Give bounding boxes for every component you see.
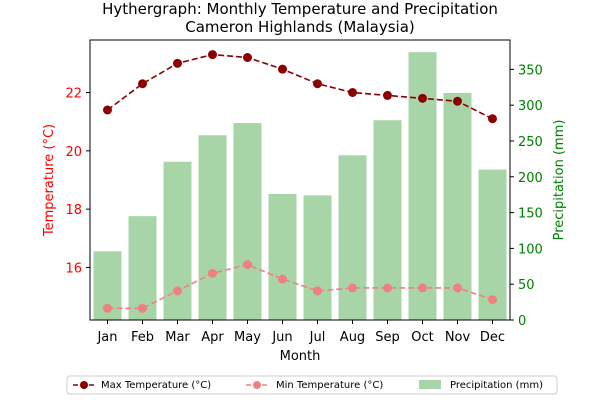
precip-bar-may bbox=[233, 123, 262, 320]
x-tick-label-jan: Jan bbox=[96, 330, 117, 345]
max-temp-point-oct bbox=[418, 93, 427, 103]
precip-bar-feb bbox=[128, 216, 157, 320]
x-axis: Jan Feb Mar Apr May Jun Jul Aug Sep Oct Nov Dec bbox=[96, 320, 505, 345]
x-tick-label-jun: Jun bbox=[271, 330, 292, 345]
legend-max-marker bbox=[80, 381, 88, 389]
min-temp-point-aug bbox=[348, 283, 357, 293]
max-temp-point-sep bbox=[383, 90, 392, 100]
min-temp-line bbox=[107, 263, 493, 310]
y-axis-right-label: Precipitation (mm) bbox=[552, 120, 567, 241]
max-temp-point-apr bbox=[208, 50, 217, 60]
max-temp-point-aug bbox=[348, 88, 357, 97]
y-right-tick-label-200: 200 bbox=[518, 171, 543, 186]
precip-bar-apr bbox=[198, 135, 227, 320]
x-tick-label-mar: Mar bbox=[165, 330, 190, 345]
min-temp-point-sep bbox=[383, 283, 392, 293]
max-temp-point-may bbox=[243, 53, 252, 62]
x-tick-label-may: May bbox=[234, 330, 261, 345]
precip-bar-dec bbox=[478, 169, 507, 320]
precip-bar-oct bbox=[408, 52, 437, 320]
max-temp-point-nov bbox=[453, 96, 462, 106]
x-tick-label-oct: Oct bbox=[411, 330, 433, 345]
y-right-tick-label-100: 100 bbox=[518, 242, 543, 257]
y-left-tick-label-22: 22 bbox=[65, 87, 82, 102]
min-temp-point-oct bbox=[418, 283, 427, 293]
legend-min-marker bbox=[253, 381, 261, 389]
max-temp-point-jul bbox=[313, 79, 322, 89]
temperature-lines bbox=[103, 50, 497, 313]
max-temp-point-dec bbox=[488, 114, 497, 124]
legend: Max Temperature (°C) Min Temperature (°C… bbox=[66, 375, 558, 395]
chart-title-line-2: Cameron Highlands (Malaysia) bbox=[185, 18, 415, 36]
precip-bar-aug bbox=[338, 155, 367, 320]
min-temp-point-jul bbox=[313, 286, 322, 296]
y-left-tick-label-20: 20 bbox=[65, 145, 82, 160]
legend-precip-swatch bbox=[419, 380, 441, 389]
legend-precip-label: Precipitation (mm) bbox=[450, 380, 543, 391]
x-tick-label-jul: Jul bbox=[309, 330, 326, 345]
chart-title-line-1: Hythergraph: Monthly Temperature and Pre… bbox=[102, 0, 498, 18]
max-temp-point-jan bbox=[103, 105, 112, 115]
x-tick-label-feb: Feb bbox=[131, 330, 154, 345]
y-right-tick-label-350: 350 bbox=[518, 63, 543, 78]
min-temp-point-nov bbox=[453, 283, 462, 293]
y-left-tick-label-16: 16 bbox=[65, 262, 82, 277]
y-left-tick-label-18: 18 bbox=[65, 203, 82, 218]
precip-bar-nov bbox=[443, 92, 472, 320]
max-temp-line bbox=[107, 53, 493, 120]
min-temp-point-jun bbox=[278, 274, 287, 284]
x-axis-label: Month bbox=[280, 349, 321, 364]
min-temp-point-jan bbox=[103, 303, 112, 313]
x-tick-label-nov: Nov bbox=[445, 330, 471, 345]
x-tick-label-dec: Dec bbox=[480, 330, 505, 345]
min-temp-point-feb bbox=[138, 303, 147, 313]
min-temp-point-apr bbox=[208, 268, 217, 278]
y-right-tick-label-0: 0 bbox=[518, 314, 526, 329]
precip-bar-mar bbox=[163, 161, 192, 320]
max-temp-point-feb bbox=[138, 79, 147, 89]
precipitation-bars bbox=[93, 52, 507, 320]
y-right-tick-label-150: 150 bbox=[518, 207, 543, 222]
max-temp-point-jun bbox=[278, 64, 287, 74]
y-axis-right: 0 50 100 150 200 250 300 350 bbox=[510, 63, 543, 329]
max-temp-point-mar bbox=[173, 58, 182, 68]
x-tick-label-apr: Apr bbox=[201, 330, 224, 345]
precip-bar-jun bbox=[268, 193, 297, 320]
x-tick-label-aug: Aug bbox=[340, 330, 365, 345]
y-axis-left: 16 18 20 22 bbox=[65, 87, 90, 277]
legend-min-label: Min Temperature (°C) bbox=[276, 380, 383, 391]
min-temp-point-mar bbox=[173, 286, 182, 296]
y-right-tick-label-250: 250 bbox=[518, 135, 543, 150]
min-temp-point-may bbox=[243, 260, 252, 270]
plot-frame bbox=[89, 39, 511, 321]
legend-max-label: Max Temperature (°C) bbox=[101, 380, 211, 391]
precip-bar-jul bbox=[303, 195, 332, 320]
min-temp-point-dec bbox=[488, 295, 497, 305]
x-tick-label-sep: Sep bbox=[375, 330, 400, 345]
y-right-tick-label-300: 300 bbox=[518, 99, 543, 114]
y-axis-left-label: Temperature (°C) bbox=[42, 124, 57, 237]
y-right-tick-label-50: 50 bbox=[518, 278, 535, 293]
